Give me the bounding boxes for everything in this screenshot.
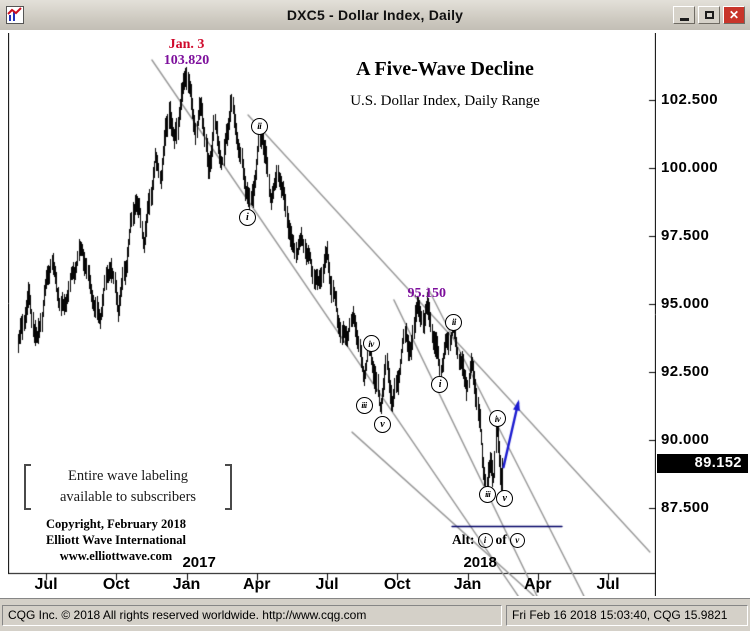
wave-circle-v-icon: v: [509, 532, 525, 548]
close-button[interactable]: ✕: [723, 6, 745, 24]
y-axis-label: 87.500: [661, 499, 710, 516]
price-annotation: 95.150: [407, 286, 447, 302]
y-axis-label: 95.000: [661, 295, 710, 312]
wave-label-circle: iii: [355, 396, 373, 414]
window-title: DXC5 - Dollar Index, Daily: [286, 7, 464, 23]
x-axis-year-label: 2018: [463, 554, 497, 571]
wave-label-circle: iv: [489, 410, 506, 428]
y-axis-label: 100.000: [661, 159, 719, 176]
subscriber-note: Entire wave labeling available to subscr…: [24, 464, 232, 510]
subscriber-note-line1: Entire wave labeling: [68, 468, 188, 484]
price-annotation: Jan. 3: [168, 37, 205, 53]
app-icon: [6, 6, 24, 24]
status-clock: Fri Feb 16 2018 15:03:40, CQG 15.9821: [506, 605, 748, 626]
title-bar[interactable]: DXC5 - Dollar Index, Daily ✕: [0, 0, 750, 31]
x-axis-label: Oct: [383, 576, 411, 593]
wave-label-circle: ii: [250, 117, 268, 135]
x-axis-label: Apr: [523, 576, 552, 593]
maximize-button[interactable]: [698, 6, 720, 24]
x-axis-year-label: 2017: [182, 554, 216, 571]
y-axis-label: 92.500: [661, 363, 710, 380]
price-annotation: 103.820: [163, 52, 210, 68]
bracket-left-icon: [24, 464, 31, 510]
wave-label-circle: i: [431, 376, 449, 394]
chart-region: A Five-Wave Decline U.S. Dollar Index, D…: [0, 30, 750, 598]
y-axis-label: 90.000: [661, 431, 710, 448]
wave-label-circle: v: [373, 415, 391, 433]
wave-label-circle: i: [238, 208, 256, 226]
alt-mid: of: [495, 532, 507, 548]
close-icon: ✕: [728, 8, 740, 22]
alt-wave-label: Alt: i of v: [452, 532, 525, 548]
x-axis-label: Jul: [34, 576, 58, 593]
wave-label-circle: v: [496, 490, 514, 508]
wave-label-circle: iv: [362, 335, 380, 353]
wave-label-circle: ii: [445, 313, 463, 331]
x-axis-label: Jan: [172, 576, 201, 593]
x-axis-label: Jan: [453, 576, 482, 593]
minimize-button[interactable]: [673, 6, 695, 24]
x-axis-label: Jul: [315, 576, 339, 593]
wave-label-circle: iii: [479, 486, 497, 504]
status-bar: CQG Inc. © 2018 All rights reserved worl…: [0, 598, 750, 631]
copyright-line3: www.elliottwave.com: [59, 549, 173, 563]
y-axis-label: 102.500: [661, 91, 719, 108]
y-axis-label: 97.500: [661, 227, 710, 244]
chart-title: A Five-Wave Decline: [356, 58, 534, 80]
wave-circle-i-icon: i: [477, 532, 493, 548]
x-axis-label: Oct: [102, 576, 130, 593]
last-price-box: 89.152: [657, 454, 748, 473]
window-controls: ✕: [673, 6, 745, 24]
alt-prefix: Alt:: [452, 532, 475, 548]
status-message: CQG Inc. © 2018 All rights reserved worl…: [2, 605, 502, 626]
subscriber-note-line2: available to subscribers: [59, 489, 197, 505]
copyright-block: Copyright, February 2018 Elliott Wave In…: [28, 516, 204, 564]
chart-subtitle: U.S. Dollar Index, Daily Range: [350, 93, 540, 109]
copyright-line2: Elliott Wave International: [45, 533, 187, 547]
x-axis-label: Jul: [596, 576, 620, 593]
price-chart-canvas[interactable]: [8, 33, 656, 596]
maximize-icon: [704, 11, 714, 19]
minimize-icon: [679, 17, 689, 21]
x-axis-label: Apr: [242, 576, 271, 593]
copyright-line1: Copyright, February 2018: [46, 517, 186, 531]
bracket-right-icon: [225, 464, 232, 510]
